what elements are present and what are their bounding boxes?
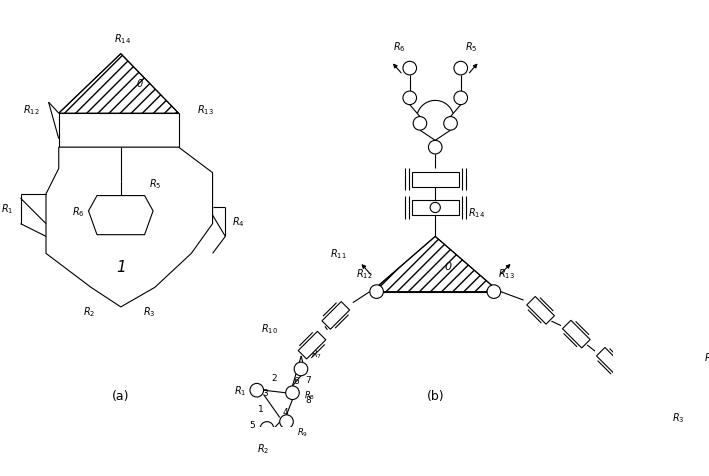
Text: $R_1$: $R_1$ [234,384,247,397]
Text: 1: 1 [116,259,125,274]
Text: $R_8$: $R_8$ [304,388,316,401]
Polygon shape [89,196,153,235]
Text: $R_4$: $R_4$ [704,350,709,364]
Circle shape [280,415,294,428]
Text: $R_3$: $R_3$ [143,305,155,318]
Circle shape [260,422,274,436]
Text: 7: 7 [305,375,311,384]
Polygon shape [596,348,624,376]
Text: $R_{13}$: $R_{13}$ [197,103,214,117]
Text: 5: 5 [249,420,255,429]
Circle shape [454,92,467,105]
Text: $R_{13}$: $R_{13}$ [498,267,515,280]
Circle shape [430,203,440,213]
Text: $R_{10}$: $R_{10}$ [261,322,278,336]
Text: $R_7$: $R_7$ [311,348,322,361]
Circle shape [444,117,457,131]
Bar [413,172,459,188]
Text: 8: 8 [305,395,311,404]
Polygon shape [562,321,590,348]
Text: $R_5$: $R_5$ [465,40,477,54]
Text: $R_{12}$: $R_{12}$ [23,103,40,117]
Text: 0: 0 [136,79,143,89]
Text: $R_{11}$: $R_{11}$ [330,247,347,261]
Circle shape [670,372,683,385]
Polygon shape [322,302,350,329]
Text: $R_5$: $R_5$ [149,178,162,191]
Polygon shape [59,55,179,114]
Text: $R_9$: $R_9$ [296,426,308,438]
Text: $R_4$: $R_4$ [232,215,245,228]
Text: 2: 2 [271,373,277,382]
Polygon shape [527,297,554,325]
Polygon shape [372,237,499,292]
Circle shape [428,141,442,155]
Text: 4: 4 [283,407,289,416]
Text: $R_{14}$: $R_{14}$ [114,32,131,46]
Circle shape [370,285,384,299]
Circle shape [286,386,299,400]
Text: $R_1$: $R_1$ [1,202,13,216]
Polygon shape [46,148,213,307]
Circle shape [403,92,417,105]
Text: $R_{14}$: $R_{14}$ [467,206,485,219]
Text: $R_6$: $R_6$ [72,205,84,218]
Circle shape [661,391,675,405]
Text: 3: 3 [262,388,268,397]
Bar [413,200,459,216]
Polygon shape [298,332,326,359]
Circle shape [294,362,308,376]
Circle shape [454,62,467,76]
Text: 1: 1 [258,405,264,414]
Text: 6: 6 [294,376,300,385]
Circle shape [403,62,417,76]
Circle shape [250,384,264,397]
Text: (b): (b) [426,389,444,402]
Circle shape [487,285,501,299]
Circle shape [679,383,692,397]
Text: $R_2$: $R_2$ [83,305,96,318]
Text: $R_3$: $R_3$ [672,411,685,425]
Text: $R_{12}$: $R_{12}$ [356,267,372,280]
Text: 0: 0 [445,262,452,271]
Circle shape [413,117,427,131]
Circle shape [687,355,700,368]
Text: $R_2$: $R_2$ [257,441,269,455]
Text: (a): (a) [112,389,130,402]
Text: $R_6$: $R_6$ [393,40,406,54]
